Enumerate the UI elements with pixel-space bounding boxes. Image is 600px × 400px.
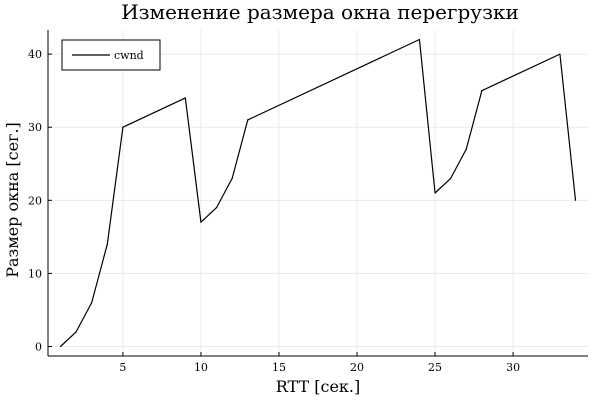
y-tick-label: 10 [28, 267, 42, 280]
data-point [184, 97, 186, 99]
y-tick-label: 20 [28, 194, 42, 207]
data-point [559, 53, 561, 55]
y-tick-label: 30 [28, 121, 42, 134]
data-point [75, 331, 77, 333]
chart-title: Изменение размера окна перегрузки [121, 0, 519, 24]
data-point [106, 243, 108, 245]
x-tick-label: 10 [194, 361, 208, 374]
data-point [59, 345, 62, 348]
data-point [465, 148, 467, 150]
x-tick-label: 20 [350, 361, 364, 374]
data-point [91, 302, 93, 304]
x-tick-label: 5 [119, 361, 126, 374]
tick-labels: 5 10 15 20 25 30 0 10 20 30 40 [28, 48, 520, 374]
x-tick-label: 25 [428, 361, 442, 374]
legend-label: cwnd [114, 49, 144, 62]
x-tick-label: 30 [506, 361, 520, 374]
series-layer [59, 38, 577, 348]
data-point [247, 119, 249, 121]
data-point [574, 199, 577, 201]
series-line-cwnd [60, 38, 577, 347]
data-point [481, 90, 483, 92]
data-point [434, 192, 436, 194]
data-point [200, 221, 202, 223]
y-axis-label: Размер окна [сег.] [3, 122, 22, 278]
legend: cwnd [61, 39, 161, 71]
y-tick-label: 40 [28, 48, 42, 61]
data-point [450, 177, 452, 179]
axes [47, 30, 588, 357]
y-tick-label: 0 [35, 340, 42, 353]
data-point [231, 177, 233, 179]
x-tick-label: 15 [272, 361, 286, 374]
data-point [215, 207, 218, 209]
data-point [418, 38, 421, 41]
x-axis-label: RTT [сек.] [276, 377, 361, 396]
data-point [122, 126, 124, 128]
